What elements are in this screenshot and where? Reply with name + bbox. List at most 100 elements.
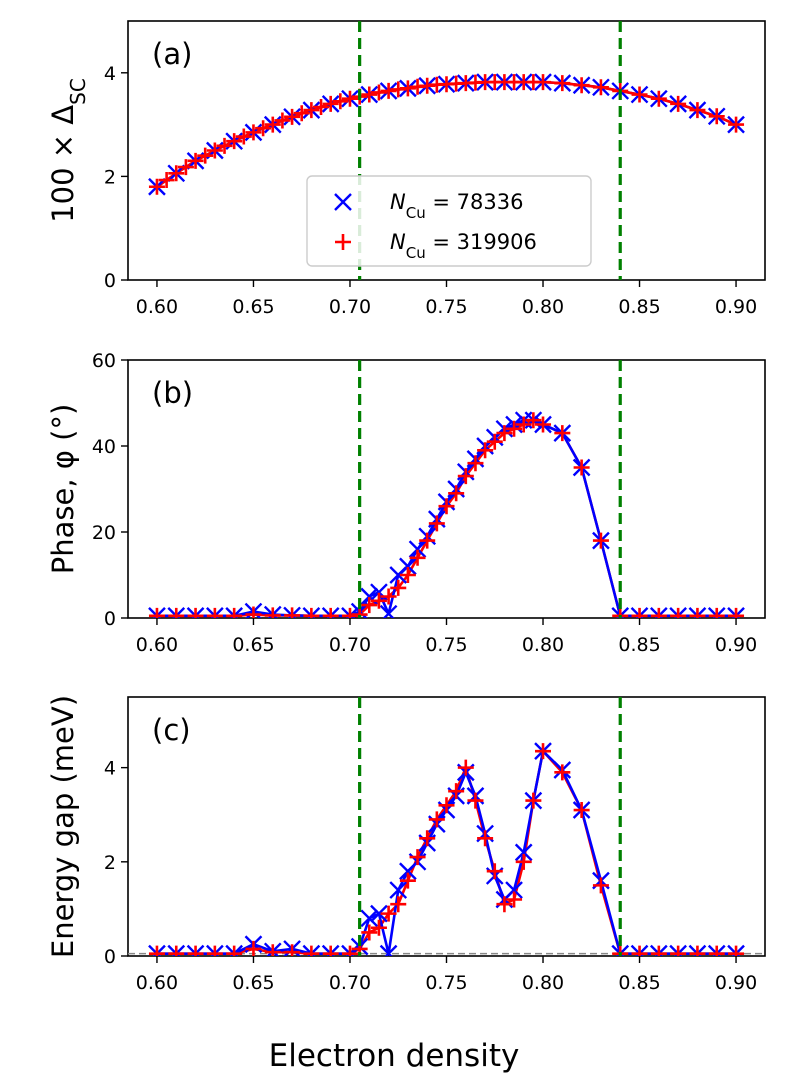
data-point-plus xyxy=(264,944,281,956)
data-point-plus xyxy=(390,579,407,596)
data-point-plus xyxy=(428,515,445,532)
x-tick-label: 0.65 xyxy=(232,972,274,994)
legend-subscript: Cu xyxy=(406,244,426,262)
data-point-plus xyxy=(245,940,262,956)
data-point-plus xyxy=(419,532,436,549)
x-tick-label: 0.80 xyxy=(522,296,564,318)
panel-label: (c) xyxy=(152,713,191,747)
data-point-plus xyxy=(341,90,358,107)
data-point-plus xyxy=(428,811,445,828)
data-point-plus xyxy=(158,172,175,189)
legend-value: = 78336 xyxy=(426,190,524,214)
data-point-plus xyxy=(284,944,301,956)
data-point-plus xyxy=(438,797,455,814)
y-tick-label: 20 xyxy=(92,522,116,544)
data-point-plus xyxy=(708,108,725,125)
data-point-plus xyxy=(303,945,320,956)
x-tick-label: 0.60 xyxy=(136,634,178,656)
data-point-plus xyxy=(631,945,648,956)
markers xyxy=(148,73,745,196)
data-point-x xyxy=(505,881,523,899)
data-point-plus xyxy=(322,95,339,112)
data-point-plus xyxy=(728,945,745,956)
legend-symbol: N xyxy=(390,230,406,254)
data-point-plus xyxy=(535,416,552,433)
panel-label: (b) xyxy=(152,376,193,410)
data-point-plus xyxy=(650,945,667,956)
data-point-plus xyxy=(650,90,667,107)
data-point-plus xyxy=(303,607,320,618)
x-tick-label: 0.65 xyxy=(232,634,274,656)
legend-marker-x xyxy=(334,193,352,211)
data-point-plus xyxy=(496,425,513,442)
data-point-plus xyxy=(274,112,291,129)
data-point-plus xyxy=(554,75,571,92)
data-point-plus xyxy=(264,116,281,133)
x-tick-label: 0.70 xyxy=(329,972,371,994)
y-tick-label: 4 xyxy=(104,63,116,85)
data-point-plus xyxy=(370,919,387,936)
x-tick-label: 0.80 xyxy=(522,972,564,994)
data-point-plus xyxy=(592,877,609,894)
data-point-plus xyxy=(419,830,436,847)
x-tick-label: 0.85 xyxy=(618,634,660,656)
data-point-plus xyxy=(467,455,484,472)
data-point-plus xyxy=(235,128,252,145)
data-point-plus xyxy=(351,606,368,618)
data-point-plus xyxy=(370,84,387,101)
data-point-plus xyxy=(361,86,378,103)
data-point-plus xyxy=(168,945,185,956)
panel-a: 0.60 0.65 0.70 0.75 0.80 0.85 0.90 0 2 4 (a) 100 × … xyxy=(46,20,766,318)
data-point-plus xyxy=(631,607,648,618)
data-point-plus xyxy=(177,159,194,176)
data-point-plus xyxy=(496,896,513,913)
data-point-plus xyxy=(399,872,416,889)
y-axis-label-main: 100 × Δ xyxy=(46,105,80,223)
markers xyxy=(148,411,745,618)
data-point-plus xyxy=(284,108,301,125)
data-point-x xyxy=(408,540,427,559)
x-tick-label: 0.90 xyxy=(715,634,757,656)
data-point-plus xyxy=(689,945,706,956)
data-point-plus xyxy=(187,152,204,169)
data-point-plus xyxy=(226,133,243,150)
y-axis-label-subscript: SC xyxy=(66,78,90,105)
y-tick-label: 0 xyxy=(104,270,116,292)
data-point-plus xyxy=(728,116,745,133)
data-point-plus xyxy=(457,759,474,776)
data-point-plus xyxy=(380,905,397,922)
data-point-plus xyxy=(399,80,416,97)
y-axis-label: Energy gap (meV) xyxy=(46,695,80,958)
data-point-plus xyxy=(506,420,523,437)
data-point-plus xyxy=(341,945,358,956)
data-point-x xyxy=(360,909,379,928)
data-point-plus xyxy=(650,607,667,618)
data-point-plus xyxy=(515,853,532,870)
data-point-plus xyxy=(380,82,397,99)
data-point-x xyxy=(379,604,398,618)
data-point-plus xyxy=(284,607,301,618)
data-point-plus xyxy=(206,945,223,956)
data-point-plus xyxy=(226,607,243,618)
data-point-plus xyxy=(264,607,281,618)
data-point-plus xyxy=(573,459,590,476)
data-point-plus xyxy=(399,567,416,583)
data-point-plus xyxy=(370,592,387,609)
panel-b: 0.60 0.65 0.70 0.75 0.80 0.85 0.90 0 20 40 60 (b) Ph… xyxy=(46,350,766,656)
data-point-plus xyxy=(486,433,503,450)
data-point-plus xyxy=(708,945,725,956)
legend-value: = 319906 xyxy=(426,230,537,254)
data-point-plus xyxy=(486,863,503,880)
x-axis-label: Electron density xyxy=(269,1038,520,1074)
data-point-plus xyxy=(216,137,233,154)
y-axis-label: 100 × ΔSC xyxy=(46,78,90,223)
data-point-plus xyxy=(631,86,648,103)
data-point-plus xyxy=(409,849,426,866)
x-tick-label: 0.85 xyxy=(618,296,660,318)
data-point-plus xyxy=(303,102,320,119)
data-point-x xyxy=(379,944,398,956)
data-point-plus xyxy=(554,425,571,442)
data-point-x xyxy=(399,557,417,576)
x-tick-label: 0.75 xyxy=(425,972,467,994)
